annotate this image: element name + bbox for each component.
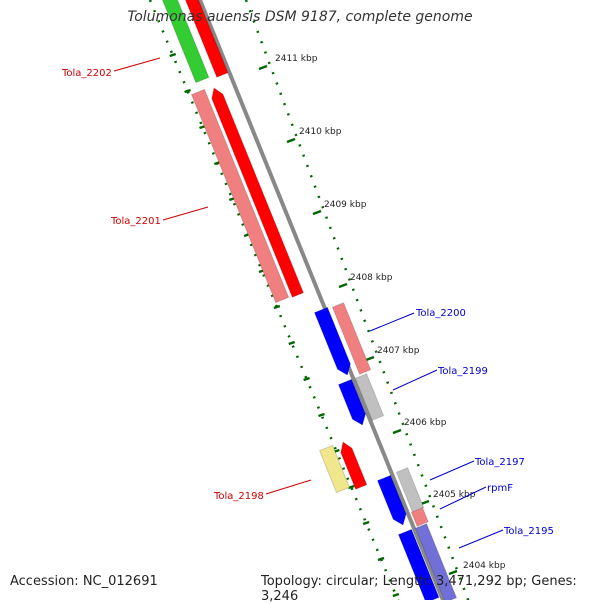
gene-tola-2199	[337, 378, 367, 426]
tick-label: 2411 kbp	[275, 54, 318, 64]
gene-label: Tola_2198	[213, 491, 264, 502]
gene-rna-light	[354, 373, 385, 421]
minor-tick-mark	[377, 556, 385, 562]
tick-label: 2404 kbp	[463, 561, 506, 571]
gene-label: Tola_2200	[415, 308, 466, 319]
tick-mark	[258, 64, 268, 71]
gene-label-leader	[113, 57, 161, 72]
tick-label: 2409 kbp	[324, 200, 367, 210]
tick-label: 2407 kbp	[377, 346, 420, 356]
gene-label: Tola_2202	[61, 68, 112, 79]
minor-tick-mark	[184, 88, 191, 94]
gene-label: Tola_2197	[474, 457, 525, 468]
gene-label: Tola_2199	[437, 366, 488, 377]
gene-tola-2200-light	[331, 302, 372, 375]
gene-tola-2200	[313, 306, 351, 376]
minor-tick-mark	[303, 376, 311, 382]
gene-label-leader	[429, 460, 475, 481]
backbone-line	[197, 0, 446, 600]
tick-mark	[312, 209, 322, 216]
minor-tick-mark	[362, 520, 370, 526]
tick-mark	[338, 282, 348, 289]
tick-mark	[420, 499, 430, 506]
gene-tola-2202	[184, 0, 229, 78]
gene-tola-2195	[397, 528, 440, 600]
tick-label: 2408 kbp	[350, 273, 393, 283]
minor-tick-mark	[169, 52, 177, 58]
gene-rpmf-light	[410, 507, 429, 527]
gene-tola-2201	[211, 87, 305, 298]
tick-mark	[448, 569, 458, 576]
tick-mark	[286, 137, 296, 144]
gene-label: Tola_2195	[503, 526, 554, 537]
gene-label-leader	[392, 369, 438, 391]
page-title: Tolumonas auensis DSM 9187, complete gen…	[127, 9, 473, 25]
accession-text: Accession: NC_012691	[10, 574, 158, 589]
gene-label-leader	[458, 529, 504, 549]
ticks-layer: 2411 kbp 2410 kbp 2409 kbp 2408 kbp 2407 kbp…	[148, 0, 506, 600]
gene-label: rpmF	[487, 483, 513, 494]
minor-tick-mark	[318, 412, 325, 418]
gene-tola-2198-pseudo	[318, 444, 351, 494]
minor-tick-mark	[288, 340, 296, 346]
minor-tick-mark	[347, 484, 355, 490]
minor-tick-mark	[273, 304, 281, 310]
gene-rna-2	[395, 467, 425, 513]
tick-label: 2410 kbp	[299, 127, 342, 137]
tick-mark	[365, 355, 375, 362]
tick-label: 2405 kbp	[433, 490, 476, 500]
gene-tola-2197	[376, 474, 407, 526]
gene-tola-2195-light	[414, 523, 458, 600]
gene-label-leader	[265, 479, 312, 495]
gene-tola-2201-light	[190, 88, 290, 304]
gene-label: Tola_2201	[110, 216, 161, 227]
gene-label-leader	[439, 486, 487, 510]
tick-mark	[392, 428, 402, 435]
tick-label: 2406 kbp	[404, 418, 447, 428]
gene-label-leader	[162, 206, 209, 221]
features-layer	[161, 0, 458, 600]
gene-tola-2198	[340, 441, 368, 490]
minor-tick-mark	[392, 592, 400, 598]
gene-green	[161, 0, 210, 84]
gene-label-leader	[369, 312, 415, 332]
labels-layer: Tola_2202 Tola_2201 Tola_2200 Tola_2199 Tola…	[61, 57, 554, 549]
